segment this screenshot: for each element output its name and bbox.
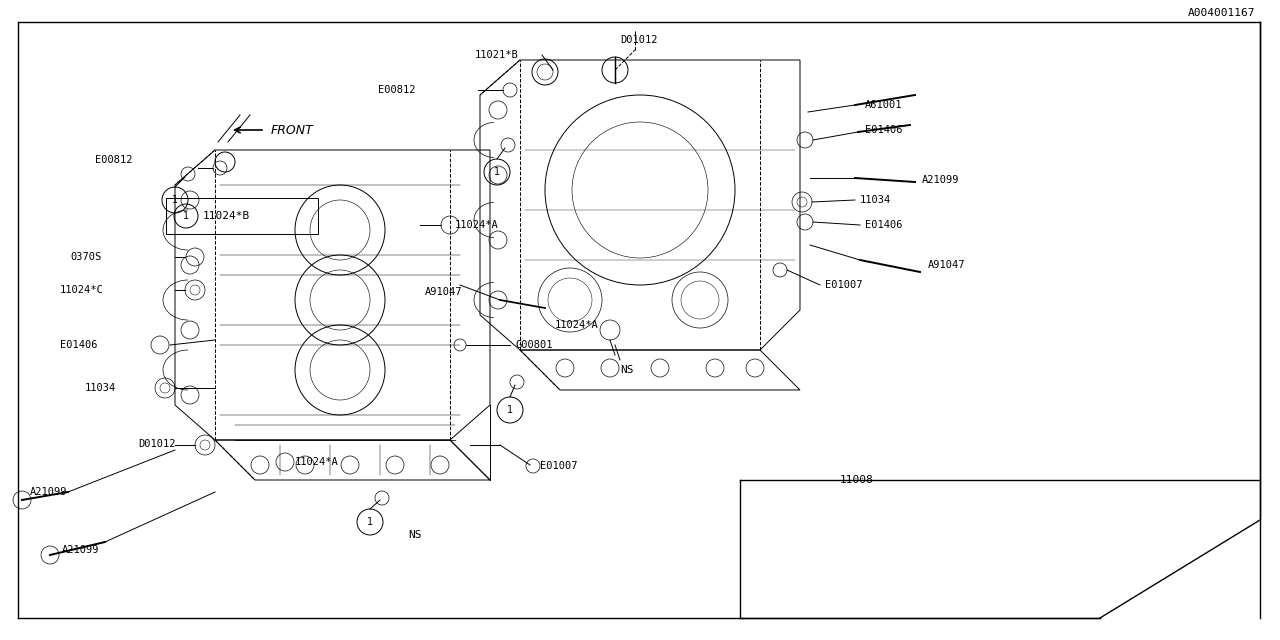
Text: D01012: D01012: [620, 35, 658, 45]
Text: A91047: A91047: [425, 287, 462, 297]
Text: 11021*B: 11021*B: [475, 50, 518, 60]
Text: A004001167: A004001167: [1188, 8, 1254, 18]
Text: 11024*B: 11024*B: [204, 211, 251, 221]
Text: 11034: 11034: [860, 195, 891, 205]
Text: FRONT: FRONT: [270, 124, 314, 136]
Text: A61001: A61001: [865, 100, 902, 110]
Text: E01007: E01007: [540, 461, 577, 471]
Text: E01406: E01406: [865, 125, 902, 135]
Text: E01406: E01406: [865, 220, 902, 230]
Text: 11008: 11008: [840, 475, 874, 485]
Text: NS: NS: [620, 365, 634, 375]
Text: 11024*A: 11024*A: [556, 320, 599, 330]
Text: 11024*A: 11024*A: [294, 457, 339, 467]
Text: 1: 1: [507, 405, 513, 415]
Text: 11024*A: 11024*A: [454, 220, 499, 230]
Text: 1: 1: [183, 211, 189, 221]
Text: A21099: A21099: [29, 487, 68, 497]
Text: E00812: E00812: [378, 85, 416, 95]
Text: E01007: E01007: [826, 280, 863, 290]
Text: 1: 1: [494, 167, 500, 177]
Text: G00801: G00801: [515, 340, 553, 350]
Text: E01406: E01406: [60, 340, 97, 350]
Text: 11034: 11034: [84, 383, 116, 393]
Text: 1: 1: [367, 517, 372, 527]
Text: 11024*C: 11024*C: [60, 285, 104, 295]
Text: 1: 1: [172, 195, 178, 205]
Text: A91047: A91047: [928, 260, 965, 270]
Text: D01012: D01012: [138, 439, 175, 449]
Text: A21099: A21099: [61, 545, 100, 555]
Text: A21099: A21099: [922, 175, 960, 185]
Text: 0370S: 0370S: [70, 252, 101, 262]
Text: E00812: E00812: [95, 155, 133, 165]
Text: NS: NS: [408, 530, 421, 540]
